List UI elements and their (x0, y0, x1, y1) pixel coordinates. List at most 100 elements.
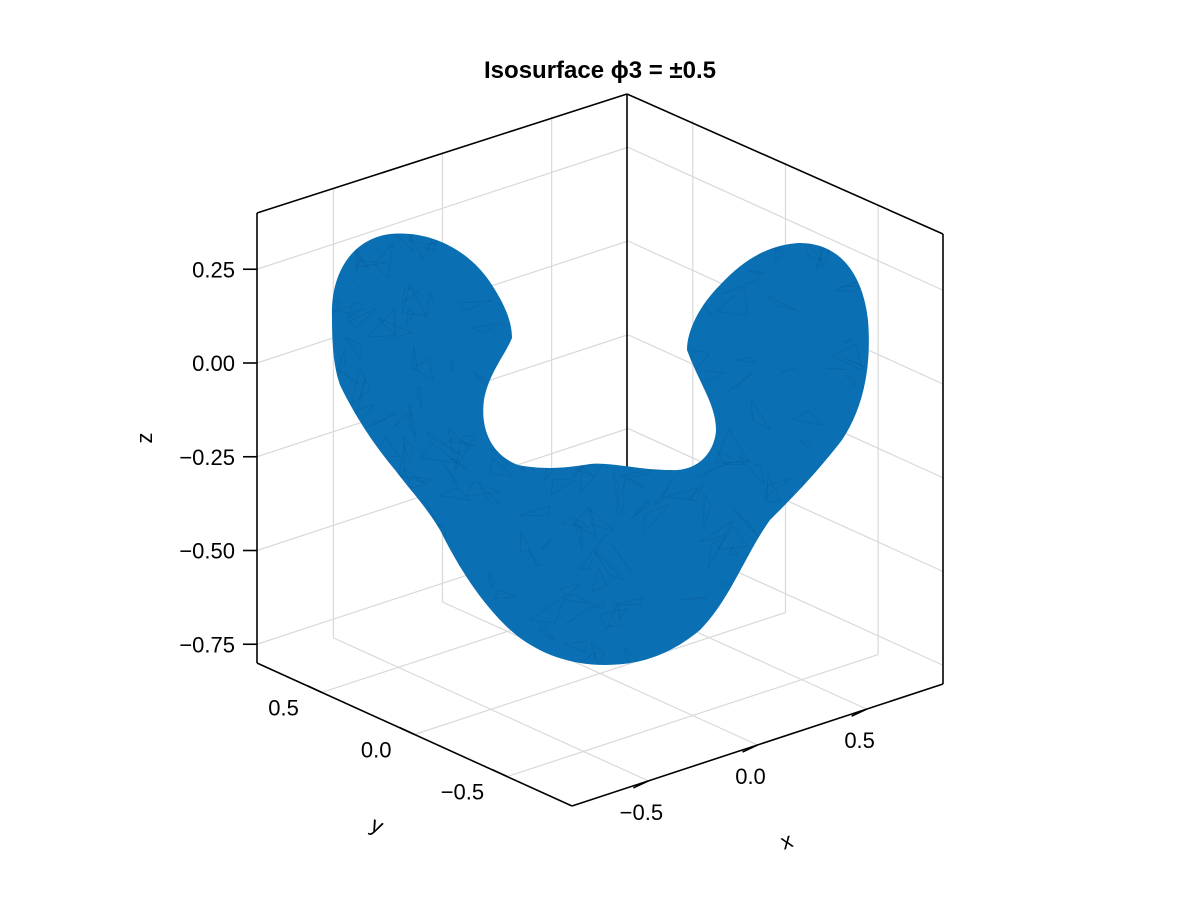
mesh-triangle (836, 223, 854, 231)
mesh-triangle (762, 478, 791, 501)
mesh-triangle (640, 280, 647, 307)
mesh-triangle (418, 514, 435, 537)
mesh-triangle (422, 240, 436, 252)
y-tick-mark (399, 726, 415, 736)
mesh-triangle (574, 409, 582, 415)
mesh-triangle (516, 258, 544, 290)
mesh-triangle (606, 601, 622, 627)
mesh-triangle (840, 285, 861, 288)
mesh-triangle (703, 492, 713, 527)
mesh-triangle (614, 441, 643, 452)
x-tick-mark (851, 708, 867, 717)
mesh-triangle (588, 281, 618, 311)
mesh-triangle (733, 508, 761, 540)
grid-line-y (414, 611, 786, 736)
mesh-triangle (837, 587, 869, 622)
grid-line-y (506, 653, 879, 778)
mesh-triangle (642, 393, 658, 423)
mesh-triangle (426, 632, 443, 640)
mesh-triangle (707, 535, 727, 569)
mesh-triangle (400, 627, 437, 651)
mesh-triangle (629, 500, 650, 521)
mesh-triangle (781, 537, 801, 543)
mesh-triangle (487, 417, 511, 433)
z-tick-label: −0.25 (179, 445, 235, 470)
mesh-triangle (612, 597, 643, 606)
mesh-triangle (331, 549, 352, 563)
mesh-triangle (544, 267, 563, 299)
mesh-triangle (729, 544, 739, 557)
mesh-triangle (683, 233, 715, 243)
mesh-triangle (366, 307, 396, 338)
mesh-triangle (781, 366, 796, 374)
mesh-triangle (542, 297, 555, 332)
mesh-triangle (346, 494, 382, 513)
mesh-triangle (398, 475, 434, 484)
x-tick-label: 0.5 (844, 728, 875, 753)
mesh-triangle (366, 634, 398, 657)
mesh-triangle (642, 503, 670, 538)
mesh-triangle (592, 411, 615, 426)
mesh-triangle (450, 359, 455, 371)
mesh-triangle (537, 446, 543, 458)
mesh-triangle (844, 374, 856, 387)
mesh-triangle (591, 280, 613, 288)
mesh-triangle (396, 443, 405, 484)
mesh-triangle (591, 419, 621, 424)
mesh-triangle (574, 460, 606, 477)
mesh-triangle (714, 428, 751, 464)
mesh-triangle (633, 363, 652, 401)
mesh-triangle (831, 343, 864, 372)
mesh-triangle (453, 434, 477, 472)
mesh-triangle (375, 436, 401, 459)
mesh-triangle (563, 592, 591, 605)
mesh-triangle (344, 551, 366, 566)
mesh-triangle (579, 465, 596, 494)
mesh-triangle (615, 480, 626, 516)
mesh-triangle (486, 572, 496, 588)
mesh-triangle (809, 550, 842, 571)
mesh-triangle (634, 282, 663, 302)
mesh-triangle (366, 411, 397, 429)
mesh-triangle (489, 447, 508, 466)
z-tick-label: −0.50 (179, 539, 235, 564)
mesh-triangle (679, 233, 693, 248)
mesh-triangle (861, 413, 869, 440)
mesh-triangle (778, 538, 792, 552)
grid-lines (256, 116, 944, 782)
mesh-triangle (737, 456, 766, 486)
mesh-triangle (705, 370, 725, 384)
mesh-triangle (464, 480, 501, 497)
mesh-triangle (553, 408, 580, 431)
mesh-triangle (799, 439, 812, 450)
mesh-triangle (596, 399, 630, 434)
mesh-triangle (356, 377, 366, 413)
mesh-triangle (528, 593, 567, 624)
frame-edge (256, 93, 628, 214)
mesh-triangle (645, 384, 674, 417)
mesh-triangle (622, 467, 663, 477)
mesh-triangle (778, 586, 784, 608)
mesh-triangle (491, 417, 520, 447)
mesh-triangle (573, 454, 595, 464)
y-tick-label: 0.5 (268, 695, 299, 720)
x-tick-label: −0.5 (620, 800, 663, 825)
mesh-triangle (437, 487, 472, 502)
mesh-triangle (815, 241, 826, 270)
z-axis-label: z (132, 433, 157, 444)
mesh-triangle (573, 520, 583, 551)
mesh-triangle (579, 533, 607, 570)
mesh-triangle (765, 294, 799, 312)
mesh-triangle (351, 300, 362, 306)
mesh-triangle (448, 458, 469, 472)
mesh-triangle (571, 287, 586, 301)
mesh-triangle (802, 508, 829, 523)
mesh-triangle (753, 543, 789, 575)
mesh-triangle (448, 437, 477, 447)
mesh-triangle (663, 487, 698, 501)
mesh-triangle (489, 457, 515, 478)
mesh-triangle (407, 233, 438, 246)
mesh-triangle (470, 649, 496, 665)
mesh-triangle (500, 236, 540, 260)
mesh-triangle (676, 649, 693, 665)
